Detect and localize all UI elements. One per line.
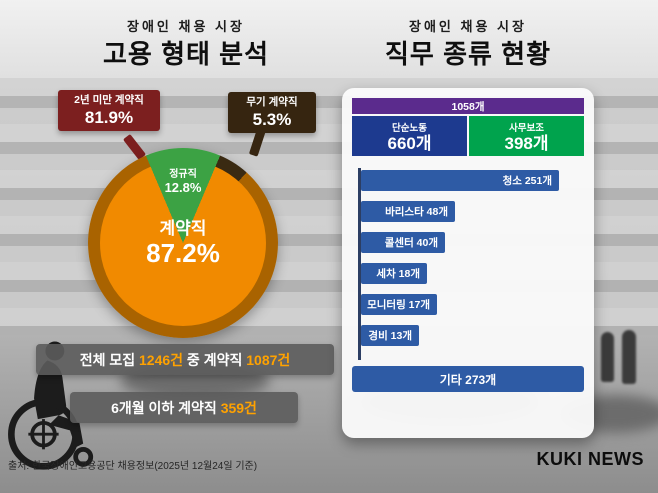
stat-under-6month-contract: 6개월 이하 계약직 359건 — [70, 392, 298, 423]
office-assist-value: 398개 — [504, 134, 549, 153]
pie-regular-slice-label: 정규직 12.8% — [165, 165, 202, 195]
stat-text: 6개월 이하 계약직 359건 — [111, 398, 257, 418]
stat-text: 전체 모집 1246건 중 계약직 1087건 — [80, 350, 291, 370]
callout-indefinite-contract: 무기 계약직 5.3% — [228, 92, 316, 134]
bar-monitoring: 모니터링 17개 — [361, 294, 437, 315]
bar-barista: 바리스타 48개 — [361, 201, 455, 222]
callout-value: 5.3% — [252, 109, 292, 129]
bar-etc: 기타 273개 — [352, 366, 584, 392]
regular-value: 12.8% — [164, 180, 202, 195]
bar-security: 경비 13개 — [361, 325, 419, 346]
callout-value: 81.9% — [84, 107, 134, 127]
employment-type-pie-chart: 정규직 12.8% 계약직 87.2% — [88, 148, 278, 338]
office-assist-label: 사무보조 — [509, 123, 544, 134]
bar-chart-axis — [358, 168, 361, 360]
contract-value: 87.2% — [146, 238, 220, 269]
stat-total-recruitment: 전체 모집 1246건 중 계약직 1087건 — [36, 344, 334, 375]
stat-number: 1087건 — [246, 351, 291, 368]
total-jobs-badge: 1058개 — [352, 98, 584, 114]
right-panel-title: 직무 종류 현황 — [385, 39, 551, 69]
stat-text-part: 6개월 이하 계약직 — [111, 399, 221, 416]
pie-inner-disc — [100, 160, 266, 326]
pedestrian-silhouette — [622, 330, 636, 384]
bar-carwash: 세차 18개 — [361, 263, 427, 284]
office-assist-box: 사무보조 398개 — [469, 116, 584, 156]
job-type-card: 1058개 단순노동 660개 사무보조 398개 청소 251개 바리스타 4… — [342, 88, 594, 438]
right-panel-supertitle: 장애인 채용 시장 — [409, 19, 527, 34]
callout-under-2yr-contract: 2년 미만 계약직 81.9% — [58, 90, 160, 132]
left-panel-title: 고용 형태 분석 — [103, 39, 269, 69]
callout-label: 무기 계약직 — [246, 96, 298, 108]
simple-labor-label: 단순노동 — [392, 123, 427, 134]
stat-number: 359건 — [220, 399, 257, 416]
stat-text-part: 전체 모집 — [79, 351, 140, 368]
contract-label: 계약직 — [159, 219, 207, 238]
regular-label: 정규직 — [169, 169, 197, 180]
left-panel-supertitle: 장애인 채용 시장 — [127, 19, 245, 34]
pie-contract-label: 계약직 87.2% — [88, 218, 278, 268]
callout-label: 2년 미만 계약직 — [74, 94, 144, 106]
simple-labor-value: 660개 — [387, 134, 432, 153]
bar-callcenter: 콜센터 40개 — [361, 232, 445, 253]
kuki-news-logo: KUKI NEWS — [536, 449, 644, 469]
pedestrian-silhouette — [601, 332, 614, 382]
simple-labor-box: 단순노동 660개 — [352, 116, 467, 156]
source-credit: 출처: 한국장애인고용공단 채용정보(2025년 12월24일 기준) — [8, 461, 258, 472]
stat-text-part: 중 계약직 — [183, 351, 247, 368]
bar-cleaning: 청소 251개 — [361, 170, 559, 191]
stat-number: 1246건 — [139, 351, 184, 368]
